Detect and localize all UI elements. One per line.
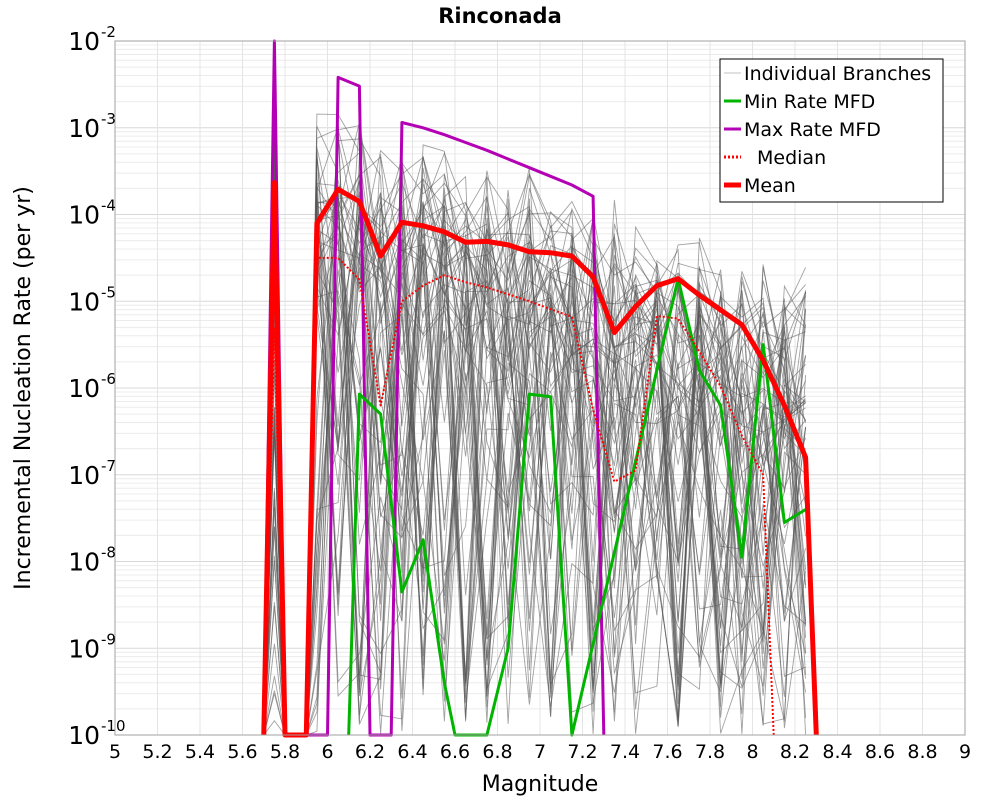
x-tick-label: 7 bbox=[534, 741, 546, 763]
plot-frame bbox=[114, 40, 966, 736]
branch-line bbox=[263, 182, 806, 736]
legend: Individual Branches Min Rate MFD Max Rate … bbox=[719, 58, 944, 203]
branch-line bbox=[263, 201, 806, 736]
y-tick-exponent: -5 bbox=[101, 283, 116, 301]
x-tick-label: 5 bbox=[109, 741, 121, 763]
x-tick-label: 6.6 bbox=[440, 741, 470, 763]
branch-line bbox=[263, 240, 806, 736]
x-tick-label: 8.4 bbox=[822, 741, 852, 763]
y-tick-exponent: -6 bbox=[101, 370, 116, 388]
x-tick-label: 5.4 bbox=[185, 741, 215, 763]
x-tick-label: 8.6 bbox=[865, 741, 895, 763]
series-line-mean bbox=[261, 179, 819, 738]
branch-line bbox=[263, 199, 807, 736]
x-tick-label: 7.6 bbox=[652, 741, 682, 763]
y-tick-label: 10 bbox=[68, 27, 100, 56]
y-tick-label: 10 bbox=[68, 287, 100, 316]
y-tick-exponent: -8 bbox=[101, 544, 116, 562]
branch-line bbox=[263, 126, 806, 736]
y-tick-exponent: -9 bbox=[101, 630, 116, 648]
y-tick-label: 10 bbox=[68, 201, 100, 230]
x-tick-label: 7.4 bbox=[610, 741, 640, 763]
branch-line bbox=[263, 174, 807, 736]
y-tick-label: 10 bbox=[68, 548, 100, 577]
x-tick-label: 6.2 bbox=[355, 741, 385, 763]
x-axis-title: Magnitude bbox=[482, 772, 599, 797]
y-tick-exponent: -7 bbox=[101, 457, 116, 475]
branch-line bbox=[263, 128, 807, 736]
legend-label: Mean bbox=[744, 175, 796, 197]
y-tick-exponent: -10 bbox=[101, 717, 126, 735]
x-axis-ticks: 5 5.2 5.4 5.6 5.8 6 6.2 6.4 6.6 6.8 7 7.2 7.4 7.6 7.8 8… bbox=[109, 741, 971, 763]
chart-title: Rinconada bbox=[438, 4, 562, 28]
branch-line bbox=[263, 195, 807, 736]
x-tick-label: 8.8 bbox=[907, 741, 937, 763]
y-axis-title: Incremental Nucleation Rate (per yr) bbox=[11, 186, 36, 590]
branch-line bbox=[263, 169, 807, 736]
legend-box bbox=[719, 58, 944, 203]
x-tick-label: 5.2 bbox=[142, 741, 172, 763]
legend-label: Max Rate MFD bbox=[744, 119, 881, 141]
x-tick-label: 5.8 bbox=[270, 741, 300, 763]
series-lines bbox=[261, 39, 819, 738]
x-tick-label: 6.4 bbox=[397, 741, 427, 763]
legend-label: Min Rate MFD bbox=[744, 91, 875, 113]
x-tick-label: 6 bbox=[321, 741, 333, 763]
branch-line bbox=[263, 156, 806, 736]
y-tick-exponent: -3 bbox=[101, 110, 116, 128]
legend-label: Median bbox=[757, 147, 826, 169]
x-tick-label: 7.2 bbox=[567, 741, 597, 763]
y-tick-label: 10 bbox=[68, 461, 100, 490]
branch-line bbox=[263, 123, 807, 736]
y-tick-exponent: -2 bbox=[101, 23, 116, 41]
y-tick-exponent: -4 bbox=[101, 197, 116, 215]
branch-line bbox=[263, 244, 806, 736]
y-tick-label: 10 bbox=[68, 114, 100, 143]
y-tick-label: 10 bbox=[68, 721, 100, 750]
x-tick-label: 7.8 bbox=[695, 741, 725, 763]
branch-line bbox=[263, 103, 807, 736]
x-tick-label: 5.6 bbox=[227, 741, 257, 763]
branch-line bbox=[263, 126, 807, 736]
legend-label: Individual Branches bbox=[744, 63, 931, 85]
y-tick-label: 10 bbox=[68, 634, 100, 663]
x-tick-label: 8 bbox=[746, 741, 758, 763]
series-line-min-rate-mfd bbox=[347, 277, 807, 737]
x-tick-label: 6.8 bbox=[482, 741, 512, 763]
x-tick-label: 8.2 bbox=[780, 741, 810, 763]
series-line-median bbox=[262, 256, 775, 736]
x-tick-label: 9 bbox=[959, 741, 971, 763]
branch-line bbox=[263, 158, 807, 736]
y-tick-label: 10 bbox=[68, 374, 100, 403]
